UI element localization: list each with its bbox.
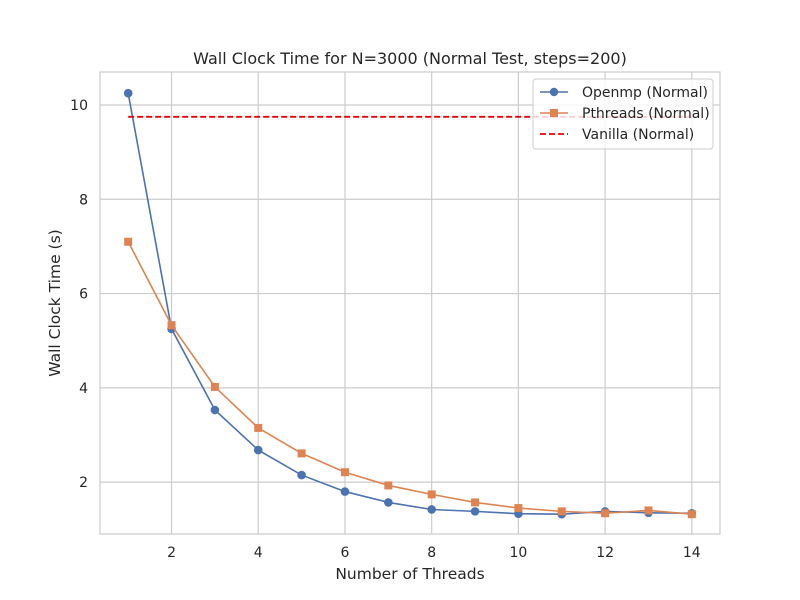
legend-marker-openmp <box>549 87 559 97</box>
x-tick-label: 2 <box>167 545 176 561</box>
data-point <box>384 481 393 490</box>
series-2 <box>124 237 696 519</box>
y-tick-label: 8 <box>79 192 88 208</box>
data-point <box>601 509 610 518</box>
y-axis-label: Wall Clock Time (s) <box>46 229 64 376</box>
data-point <box>124 237 133 246</box>
data-point <box>254 423 263 432</box>
data-point <box>167 321 176 330</box>
y-tick-label: 2 <box>79 475 88 491</box>
data-point <box>210 382 219 391</box>
x-tick-labels: 2 4 6 8 10 12 14 <box>167 545 701 561</box>
x-tick-label: 12 <box>596 545 614 561</box>
legend-label-vanilla: Vanilla (Normal) <box>582 127 694 143</box>
data-point <box>340 468 349 477</box>
x-axis-label: Number of Threads <box>335 565 484 583</box>
y-tick-labels: 2 4 6 8 10 <box>70 98 88 491</box>
data-point <box>297 449 306 458</box>
series-line <box>127 93 692 516</box>
x-tick-label: 14 <box>683 545 701 561</box>
data-point <box>471 498 480 507</box>
data-point <box>340 487 350 496</box>
x-tick-label: 8 <box>427 545 436 561</box>
data-point <box>210 405 220 415</box>
y-tick-label: 4 <box>79 381 88 397</box>
x-tick-label: 4 <box>254 545 263 561</box>
data-point <box>253 445 263 455</box>
data-point <box>557 507 566 516</box>
data-point <box>687 510 696 519</box>
legend-marker-pthreads <box>550 109 558 117</box>
series-line <box>127 241 692 515</box>
data-point <box>427 505 436 514</box>
chart-title: Wall Clock Time for N=3000 (Normal Test,… <box>193 49 627 68</box>
legend-label-openmp: Openmp (Normal) <box>582 85 708 101</box>
x-tick-label: 6 <box>341 545 350 561</box>
legend-box <box>532 78 714 150</box>
data-point <box>297 470 306 480</box>
x-tick-label: 10 <box>509 545 527 561</box>
data-point <box>644 506 653 515</box>
y-tick-label: 6 <box>79 287 88 303</box>
data-point <box>384 498 393 507</box>
data-point <box>123 88 133 98</box>
data-point <box>427 490 436 499</box>
legend: Openmp (Normal) Pthreads (Normal) Vanill… <box>532 78 714 150</box>
data-point <box>470 507 480 516</box>
plot-frame <box>99 71 721 535</box>
legend-label-pthreads: Pthreads (Normal) <box>582 106 710 122</box>
data-point <box>514 504 523 513</box>
y-tick-label: 10 <box>70 98 88 114</box>
